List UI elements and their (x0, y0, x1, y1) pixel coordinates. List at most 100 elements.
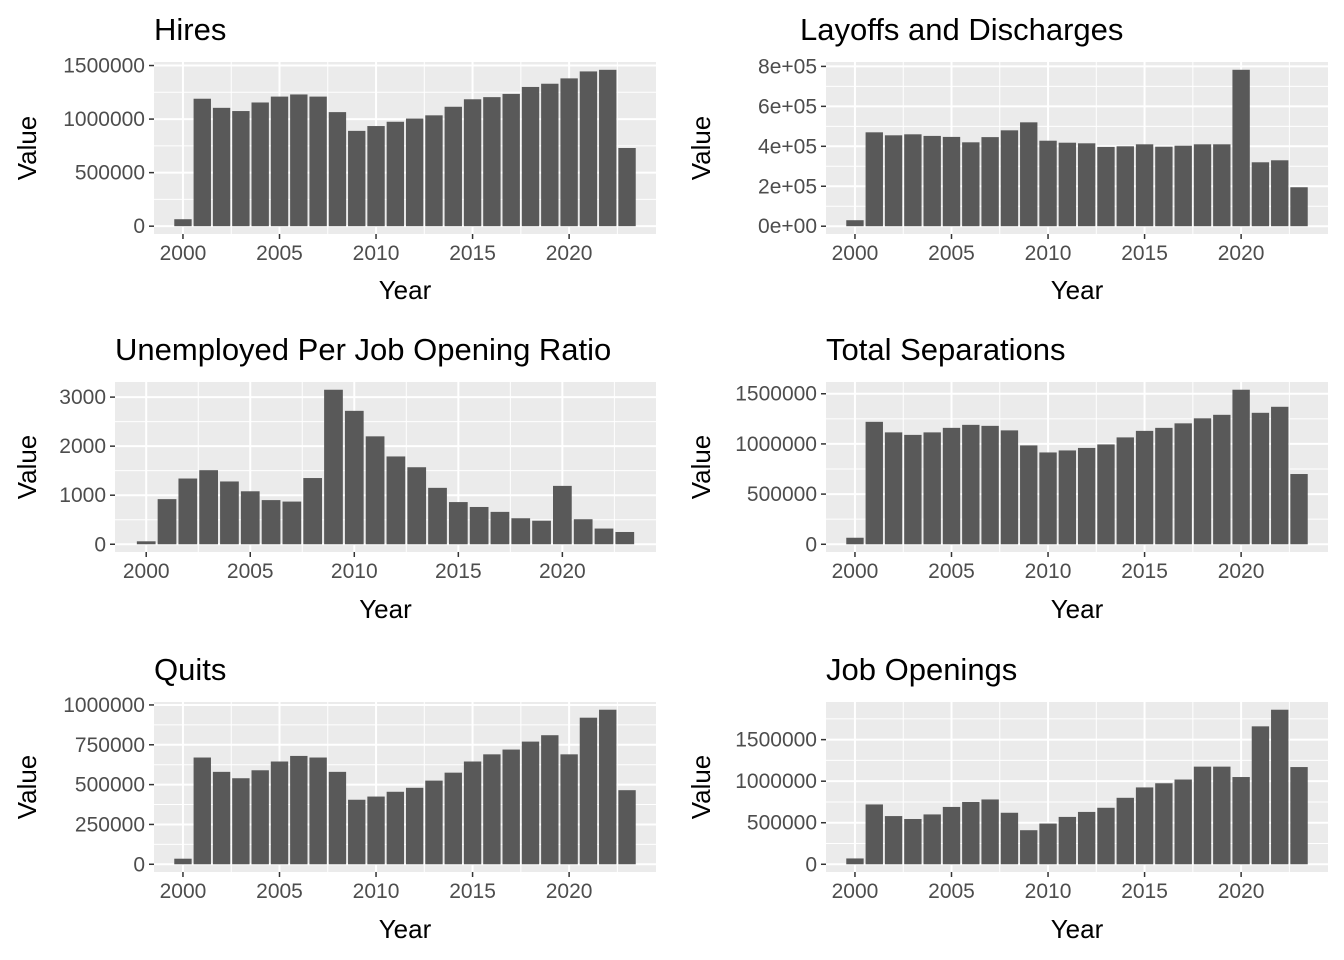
bar-2009 (348, 799, 366, 865)
y-tick-label: 750000 (75, 734, 145, 757)
chart-panel-2: 2000 2005 2010 2015 2020 0e+00 2e+05 4e+05 6e+05… (686, 12, 1328, 305)
bar-2019 (1213, 766, 1231, 865)
bar-2005 (942, 427, 961, 545)
bar-2004 (220, 481, 239, 545)
x-axis-title: Year (359, 594, 412, 624)
bar-2019 (541, 735, 559, 865)
bar-2002 (212, 771, 231, 865)
bar-2002 (884, 135, 903, 227)
chart-panel-4: 2000 2005 2010 2015 2020 0 500000 1000000 150000… (686, 332, 1328, 624)
bar-2001 (193, 98, 211, 227)
bar-2015 (463, 99, 482, 227)
bar-2008 (328, 771, 347, 865)
bar-2017 (1174, 423, 1192, 545)
bar-2020 (1232, 777, 1250, 865)
x-tick-label: 2005 (256, 242, 303, 265)
y-tick-label: 6e+05 (758, 95, 817, 118)
bar-2004 (251, 102, 269, 227)
bar-2013 (425, 115, 443, 227)
y-tick-label: 0 (133, 853, 145, 876)
bar-2012 (405, 118, 424, 227)
x-axis-title: Year (1051, 594, 1104, 624)
bar-2001 (193, 757, 211, 865)
bar-2011 (365, 436, 385, 545)
bar-2011 (386, 121, 405, 227)
x-tick-label: 2010 (1025, 560, 1072, 583)
bar-2000 (136, 541, 156, 545)
bar-2014 (444, 772, 462, 865)
y-axis-title: Value (12, 116, 42, 181)
bar-2014 (428, 487, 447, 545)
x-axis-title: Year (1051, 275, 1104, 305)
bar-2000 (846, 220, 864, 227)
x-tick-label: 2020 (1218, 880, 1265, 903)
bar-2003 (232, 778, 250, 865)
y-axis-title: Value (686, 755, 716, 820)
x-tick-label: 2020 (1218, 242, 1265, 265)
y-tick-label: 1500000 (735, 383, 817, 406)
bar-2005 (240, 491, 260, 545)
bar-2008 (1000, 430, 1019, 545)
bar-2020 (560, 78, 578, 227)
y-tick-label: 4e+05 (758, 135, 817, 158)
y-tick-label: 1000 (59, 484, 106, 507)
bar-2007 (309, 757, 327, 865)
bar-2015 (1135, 430, 1154, 545)
bar-2007 (981, 425, 999, 545)
chart-title: Hires (154, 12, 226, 47)
bar-2011 (1058, 142, 1077, 227)
bar-2015 (1135, 144, 1154, 227)
y-tick-label: 2e+05 (758, 175, 817, 198)
y-tick-label: 1000000 (63, 694, 145, 717)
bar-2021 (573, 519, 593, 545)
bar-2008 (1000, 130, 1019, 227)
bar-2013 (407, 467, 427, 545)
x-tick-label: 2020 (539, 560, 586, 583)
bar-2017 (1174, 145, 1192, 227)
bar-2021 (1251, 162, 1270, 227)
bar-2013 (1097, 444, 1115, 545)
bar-2014 (1116, 437, 1134, 545)
bar-2023 (1290, 767, 1308, 865)
bar-2022 (1271, 160, 1289, 227)
bar-2010 (367, 126, 385, 227)
bar-2003 (232, 111, 250, 227)
y-tick-label: 250000 (75, 813, 145, 836)
bar-2009 (1020, 830, 1038, 865)
bar-2010 (1039, 823, 1057, 865)
y-axis-title: Value (12, 755, 42, 820)
bar-2018 (521, 741, 540, 865)
bar-2014 (444, 106, 462, 227)
x-tick-label: 2010 (1025, 242, 1072, 265)
bar-2013 (425, 780, 443, 865)
y-axis-title: Value (12, 435, 42, 500)
bar-2005 (942, 136, 961, 227)
y-tick-label: 1000000 (63, 108, 145, 131)
bar-2021 (579, 71, 598, 227)
bar-2010 (344, 410, 364, 545)
y-tick-label: 0e+00 (758, 215, 817, 238)
chart-panel-1: 2000 2005 2010 2015 2020 0 500000 1000000 150000… (12, 12, 656, 305)
bar-2003 (904, 134, 922, 227)
x-tick-label: 2000 (832, 242, 879, 265)
bar-2020 (553, 485, 572, 545)
bar-2009 (324, 389, 343, 545)
x-tick-label: 2020 (546, 242, 593, 265)
bar-2019 (1213, 414, 1231, 545)
bar-2002 (178, 478, 198, 545)
x-tick-label: 2015 (1121, 242, 1168, 265)
bar-2017 (502, 749, 520, 865)
x-axis-title: Year (1051, 914, 1104, 944)
bar-2004 (923, 135, 941, 227)
chart-title: Quits (154, 652, 226, 687)
bar-2015 (1135, 787, 1154, 865)
bar-2023 (618, 790, 636, 865)
bar-2021 (1251, 726, 1270, 865)
y-tick-label: 0 (94, 533, 106, 556)
bar-2005 (270, 96, 289, 227)
bar-2001 (865, 804, 883, 865)
chart-title: Job Openings (826, 652, 1017, 687)
bar-2017 (490, 511, 510, 545)
x-tick-label: 2020 (546, 880, 593, 903)
bar-2010 (1039, 140, 1057, 227)
